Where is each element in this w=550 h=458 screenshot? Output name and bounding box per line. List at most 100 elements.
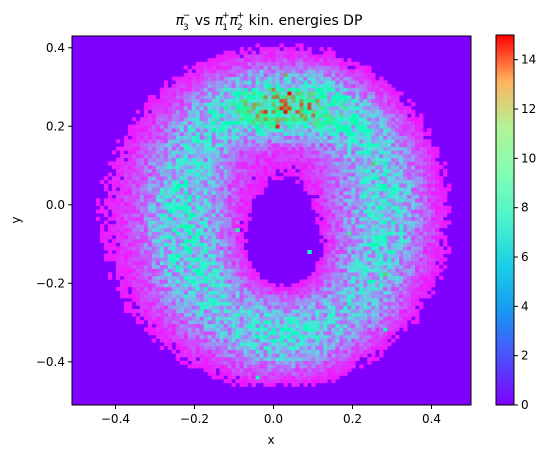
heatmap-bin: [107, 202, 113, 207]
heatmap-bin: [339, 143, 344, 147]
heatmap-bin: [207, 83, 212, 88]
heatmap-bin: [223, 268, 228, 273]
heatmap-bin: [207, 327, 212, 332]
heatmap-bin: [211, 323, 216, 328]
heatmap-bin: [263, 172, 268, 177]
heatmap-bin: [367, 135, 372, 140]
heatmap-bin: [307, 168, 312, 173]
heatmap-bin: [175, 227, 181, 232]
heatmap-bin: [127, 205, 133, 210]
heatmap-bin: [363, 213, 368, 218]
heatmap-bin: [319, 95, 324, 100]
heatmap-bin: [183, 165, 189, 170]
heatmap-bin: [127, 257, 133, 262]
heatmap-bin: [283, 327, 288, 332]
heatmap-bin: [335, 375, 340, 380]
heatmap-bin: [275, 161, 280, 166]
heatmap-bin: [227, 250, 232, 255]
heatmap-bin: [131, 246, 137, 251]
heatmap-bin: [271, 371, 276, 376]
heatmap-bin: [371, 139, 376, 144]
heatmap-bin: [323, 190, 328, 195]
heatmap-bin: [215, 246, 220, 251]
heatmap-bin: [323, 257, 328, 262]
heatmap-bin: [163, 294, 169, 299]
heatmap-bin: [211, 98, 216, 103]
heatmap-bin: [235, 161, 240, 166]
heatmap-bin: [335, 338, 340, 343]
heatmap-bin: [375, 146, 380, 151]
heatmap-bin: [263, 102, 268, 107]
heatmap-bin: [359, 227, 364, 232]
heatmap-bin: [267, 172, 272, 177]
heatmap-bin: [143, 143, 149, 147]
heatmap-bin: [367, 227, 372, 232]
heatmap-bin: [131, 187, 137, 192]
heatmap-bin: [195, 246, 200, 251]
heatmap-bin: [371, 91, 376, 96]
heatmap-bin: [327, 220, 332, 225]
heatmap-bin: [327, 91, 332, 96]
heatmap-bin: [287, 54, 292, 59]
heatmap-bin: [171, 172, 177, 177]
heatmap-bin: [279, 72, 284, 77]
heatmap-bin: [219, 297, 224, 302]
heatmap-bin: [271, 176, 276, 181]
heatmap-bin: [211, 168, 216, 173]
heatmap-bin: [327, 165, 332, 170]
heatmap-bin: [239, 257, 244, 262]
heatmap-bin: [303, 139, 308, 144]
heatmap-bin: [167, 179, 173, 184]
heatmap-bin: [263, 87, 268, 92]
heatmap-bin: [247, 305, 252, 310]
heatmap-bin: [187, 268, 192, 273]
heatmap-bin: [311, 102, 316, 107]
heatmap-bin: [287, 334, 292, 339]
heatmap-bin: [251, 98, 256, 103]
heatmap-bin: [183, 231, 189, 236]
heatmap-bin: [195, 283, 200, 288]
heatmap-bin: [327, 264, 332, 269]
heatmap-bin: [247, 357, 252, 362]
heatmap-bin: [151, 176, 157, 181]
heatmap-bin: [251, 364, 256, 369]
heatmap-bin: [255, 168, 260, 173]
heatmap-bin: [171, 113, 177, 118]
heatmap-bin: [223, 297, 228, 302]
heatmap-bin: [211, 375, 216, 380]
heatmap-bin: [227, 220, 232, 225]
heatmap-bin: [199, 80, 204, 85]
plot-area: [72, 36, 471, 405]
heatmap-bin: [259, 150, 264, 155]
heatmap-bin: [171, 257, 177, 262]
heatmap-bin: [299, 286, 304, 291]
heatmap-bin: [143, 246, 149, 251]
heatmap-bin: [375, 117, 380, 122]
heatmap-bin: [343, 131, 348, 136]
heatmap-bin: [347, 83, 352, 88]
heatmap-bin: [239, 364, 244, 369]
heatmap-bin: [119, 187, 125, 192]
heatmap-bin: [203, 76, 208, 81]
heatmap-bin: [263, 279, 268, 284]
heatmap-bin: [191, 231, 196, 236]
heatmap-bin: [199, 91, 204, 96]
heatmap-bin: [103, 231, 109, 236]
heatmap-bin: [207, 323, 212, 328]
heatmap-bin: [143, 102, 149, 107]
heatmap-bin: [275, 98, 280, 103]
heatmap-bin: [247, 135, 252, 140]
heatmap-bin: [135, 205, 141, 210]
heatmap-bin: [175, 305, 181, 310]
heatmap-bin: [235, 238, 240, 243]
heatmap-bin: [119, 194, 125, 199]
heatmap-bin: [239, 113, 244, 118]
heatmap-bin: [327, 106, 332, 111]
heatmap-bin: [219, 220, 224, 225]
heatmap-bin: [339, 297, 344, 302]
heatmap-bin: [335, 216, 340, 221]
heatmap-bin: [355, 283, 360, 288]
heatmap-bin: [283, 342, 288, 347]
heatmap-bin: [351, 312, 356, 317]
heatmap-bin: [199, 309, 204, 314]
